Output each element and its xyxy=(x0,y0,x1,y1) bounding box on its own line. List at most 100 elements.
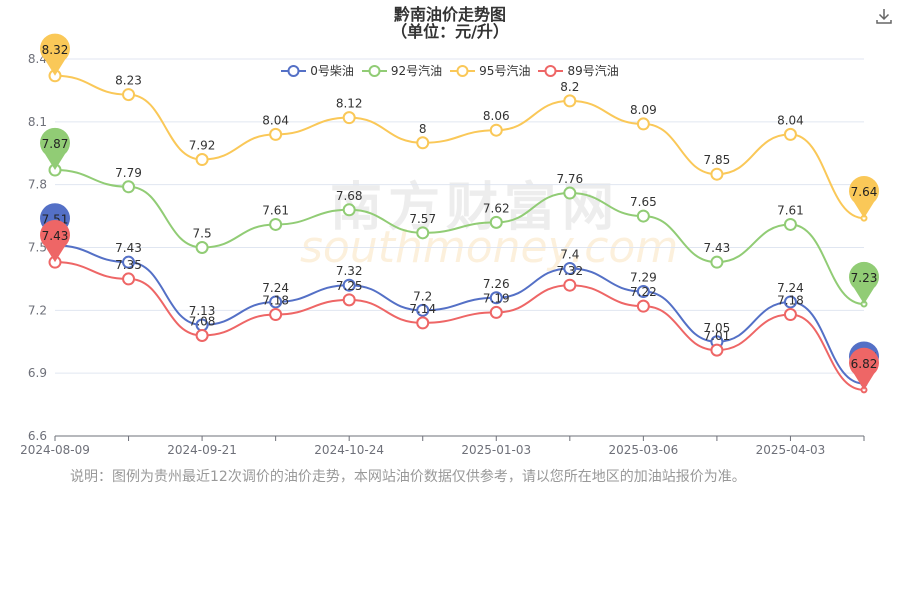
download-icon[interactable] xyxy=(874,6,894,26)
series-line xyxy=(54,261,865,391)
data-label: 7.68 xyxy=(336,189,363,203)
data-point xyxy=(636,299,650,313)
x-tick-label: 2024-09-21 xyxy=(167,443,237,457)
data-label: 7.25 xyxy=(336,279,363,293)
data-point xyxy=(342,293,356,307)
data-label: 8.2 xyxy=(560,80,579,94)
data-label: 7.43 xyxy=(115,241,142,255)
max-marker: 7.87 xyxy=(40,127,70,171)
series-line xyxy=(54,169,865,306)
min-marker: 7.64 xyxy=(849,175,880,219)
legend-label: 92号汽油 xyxy=(390,64,443,78)
data-label: 7.14 xyxy=(409,302,436,316)
data-label: 8.06 xyxy=(483,109,510,123)
data-label: 7.35 xyxy=(115,258,142,272)
legend-item[interactable]: 89号汽油 xyxy=(538,62,619,79)
y-tick-label: 8.1 xyxy=(28,115,47,129)
max-marker: 8.32 xyxy=(40,33,71,76)
data-label: 7.05 xyxy=(704,321,731,335)
series-line xyxy=(54,74,865,220)
data-label: 7.85 xyxy=(704,153,731,167)
data-label: 7.4 xyxy=(560,247,579,261)
data-label: 7.92 xyxy=(189,139,216,153)
y-tick-label: 7.8 xyxy=(28,178,47,192)
y-tick-label: 6.9 xyxy=(28,366,47,380)
marker-pin-label: 7.87 xyxy=(42,137,69,151)
data-label: 7.08 xyxy=(189,314,216,328)
x-tick-label: 2025-03-06 xyxy=(608,443,678,457)
data-point xyxy=(122,180,136,194)
legend-symbol xyxy=(450,64,476,77)
data-label: 7.29 xyxy=(630,270,657,284)
data-point xyxy=(710,167,724,181)
marker-pin-label: 7.23 xyxy=(851,271,878,285)
marker-pin-shape xyxy=(849,347,880,390)
legend-item[interactable]: 92号汽油 xyxy=(361,62,443,79)
legend-symbol xyxy=(361,64,387,77)
x-tick-label: 2024-10-24 xyxy=(314,443,384,457)
data-point xyxy=(783,308,797,322)
data-label: 7.13 xyxy=(189,304,216,318)
x-tick-label: 2025-01-03 xyxy=(461,443,531,457)
marker-pin-shape xyxy=(849,175,880,219)
data-label: 8.12 xyxy=(336,97,363,111)
y-tick-label: 7.5 xyxy=(28,241,47,255)
data-point xyxy=(710,255,724,269)
marker-pin-shape xyxy=(849,261,880,305)
legend-item[interactable]: 0号柴油 xyxy=(281,62,354,79)
chart-title: 黔南油价走势图 xyxy=(393,5,506,24)
data-label: 7.19 xyxy=(483,291,510,305)
chart-note: 说明：图例为贵州最近12次调价的油价走势，本网站油价数据仅供参考，请以您所在地区… xyxy=(70,469,746,485)
marker-pin-label: 7.43 xyxy=(42,229,69,243)
data-point xyxy=(783,295,797,309)
min-marker: 7.23 xyxy=(849,261,880,305)
y-tick-label: 7.2 xyxy=(28,303,47,317)
legend-symbol xyxy=(538,64,564,77)
data-label: 7.2 xyxy=(413,289,432,303)
data-point xyxy=(563,261,577,275)
data-point xyxy=(416,316,430,330)
data-label: 7.22 xyxy=(630,285,657,299)
data-label: 7.18 xyxy=(262,294,289,308)
x-tick-label: 2024-08-09 xyxy=(20,443,90,457)
data-label: 7.61 xyxy=(777,203,804,217)
data-point xyxy=(269,295,283,309)
data-label: 7.01 xyxy=(704,329,731,343)
data-point xyxy=(195,153,209,167)
data-point xyxy=(122,272,136,286)
data-point xyxy=(636,117,650,131)
data-label: 7.61 xyxy=(262,203,289,217)
data-point xyxy=(489,291,503,305)
y-tick-label: 6.6 xyxy=(28,429,47,443)
data-point xyxy=(636,284,650,298)
data-point xyxy=(563,278,577,292)
legend-label: 89号汽油 xyxy=(567,64,619,78)
data-point xyxy=(489,305,503,319)
chart-subtitle: （单位：元/升） xyxy=(391,22,509,41)
data-label: 7.79 xyxy=(115,166,142,180)
data-label: 7.32 xyxy=(336,264,363,278)
data-label: 8 xyxy=(419,122,427,136)
data-point xyxy=(342,278,356,292)
chart-legend: 0号柴油 92号汽油 95号汽油 89号汽油 xyxy=(0,62,900,81)
legend-symbol xyxy=(281,64,307,77)
data-point xyxy=(563,186,577,200)
marker-pin-label: 7.64 xyxy=(851,185,878,199)
data-point xyxy=(710,343,724,357)
marker-pin-label: 6.82 xyxy=(851,357,878,371)
marker-pin-shape xyxy=(40,219,70,263)
legend-item[interactable]: 95号汽油 xyxy=(450,62,530,79)
data-point xyxy=(416,226,430,240)
marker-pin-label: 8.32 xyxy=(42,43,69,57)
series-line xyxy=(54,244,865,385)
data-point xyxy=(489,215,503,229)
data-point xyxy=(269,217,283,231)
data-point xyxy=(122,255,136,269)
data-label: 8.09 xyxy=(630,103,657,117)
max-marker: 7.43 xyxy=(40,219,70,263)
data-label: 8.04 xyxy=(777,113,804,127)
data-label: 8.23 xyxy=(115,74,142,88)
marker-pin-shape xyxy=(40,127,70,171)
legend-label: 95号汽油 xyxy=(479,64,531,78)
